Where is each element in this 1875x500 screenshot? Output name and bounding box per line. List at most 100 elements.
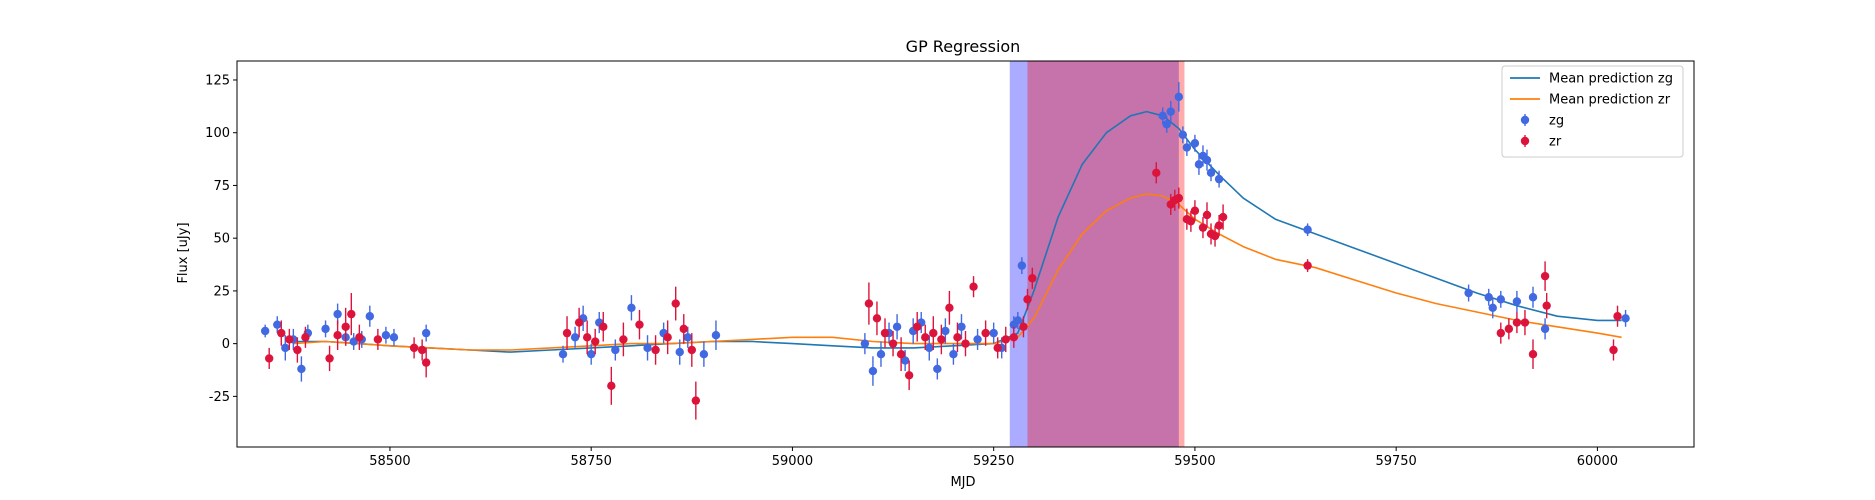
zr-data-point <box>1528 349 1538 359</box>
x-axis-ticks: 58500 58750 59000 59250 59500 59750 60000 <box>369 447 1618 469</box>
zg-data-point <box>611 345 620 355</box>
zr-data-point <box>651 345 660 355</box>
y-axis-label: Flux [uJy] <box>176 222 191 283</box>
y-tick-label: 100 <box>205 126 230 141</box>
mean-prediction-zg-line <box>293 110 1622 353</box>
zg-data-point <box>683 333 692 342</box>
series-zg <box>260 82 1630 386</box>
zg-data-point <box>900 356 910 365</box>
zg-data-point <box>957 322 966 331</box>
zg-data-point <box>643 343 652 353</box>
zr-data-point <box>301 333 310 342</box>
zr-data-point <box>1174 193 1184 203</box>
zr-data-point <box>421 358 431 367</box>
zr-data-point <box>1303 261 1312 270</box>
zr-data-point <box>285 335 294 344</box>
zr-data-point <box>663 333 672 342</box>
zg-data-point <box>1166 107 1175 116</box>
zg-data-point <box>1488 303 1497 312</box>
legend-box <box>1501 65 1684 158</box>
legend-point-swatch <box>1520 136 1530 146</box>
zg-data-point <box>711 331 721 340</box>
zg-data-point <box>1214 174 1224 184</box>
zr-data-point <box>880 328 890 338</box>
zg-data-point <box>1178 130 1188 140</box>
zg-data-point <box>1303 225 1312 234</box>
zr-data-point <box>1009 333 1018 342</box>
band-zr <box>1027 61 1185 447</box>
y-tick-label: 0 <box>222 337 230 352</box>
zg-data-point <box>558 349 568 359</box>
zr-data-point <box>961 339 970 348</box>
zr-data-point <box>333 331 342 340</box>
zg-data-point <box>281 343 290 353</box>
y-tick-label: 125 <box>205 73 230 88</box>
zg-data-point <box>1512 297 1522 306</box>
legend-label: zg <box>1549 114 1564 129</box>
band-zg <box>1009 61 1179 447</box>
zg-data-point <box>941 326 950 336</box>
zr-data-point <box>929 328 938 338</box>
y-tick-label: -25 <box>209 390 230 405</box>
zr-data-point <box>993 343 1002 353</box>
zr-data-point <box>1496 328 1506 338</box>
zr-data-point <box>355 333 364 342</box>
zg-data-point <box>586 349 596 359</box>
zr-data-point <box>937 335 946 344</box>
zr-data-point <box>945 303 954 312</box>
zr-data-point <box>1028 274 1037 283</box>
y-axis-ticks: -25 0 25 50 75 100 125 <box>205 73 237 405</box>
data-points <box>260 82 1630 420</box>
zr-data-point <box>1023 295 1032 304</box>
x-tick-label: 59250 <box>973 454 1014 469</box>
highlight-bands <box>1009 61 1185 447</box>
x-axis-label: MJD <box>950 475 975 490</box>
zg-data-point <box>989 328 998 338</box>
zg-data-point <box>925 343 934 353</box>
zr-data-point <box>969 282 978 291</box>
series-zr <box>264 162 1622 420</box>
zg-data-point <box>297 364 306 374</box>
zg-data-point <box>1484 293 1493 302</box>
zg-data-point <box>892 322 902 331</box>
zg-data-point <box>949 349 958 359</box>
zg-data-point <box>1158 111 1167 121</box>
y-tick-label: 75 <box>213 179 230 194</box>
legend-label: Mean prediction zg <box>1549 72 1673 87</box>
zr-data-point <box>1210 231 1220 241</box>
zg-data-point <box>365 312 375 321</box>
plot-frame <box>236 60 1695 448</box>
zg-data-point <box>1162 120 1171 129</box>
legend-zr: zr <box>1520 135 1562 150</box>
mean-prediction-zr-line <box>293 193 1622 351</box>
x-tick-label: 59000 <box>772 454 813 469</box>
mean-prediction-lines <box>293 110 1622 353</box>
zg-data-point <box>933 364 942 374</box>
x-tick-label: 59500 <box>1174 454 1215 469</box>
zg-data-point <box>1206 168 1216 177</box>
zr-data-point <box>921 333 930 342</box>
zg-data-point <box>1013 316 1023 325</box>
legend-mean-prediction-zg: Mean prediction zg <box>1510 72 1673 87</box>
legend-mean-prediction-zr: Mean prediction zr <box>1510 93 1671 108</box>
zg-data-point <box>570 333 580 342</box>
zr-data-point <box>1613 312 1622 321</box>
zr-data-point <box>1152 168 1161 177</box>
zg-data-point <box>260 326 270 336</box>
legend-label: Mean prediction zr <box>1549 93 1671 108</box>
chart-title: GP Regression <box>906 37 1021 56</box>
zg-data-point <box>675 347 684 357</box>
legend-items: Mean prediction zg Mean prediction zr zg zr <box>1510 72 1673 150</box>
zr-data-point <box>1019 322 1028 331</box>
zr-data-point <box>687 345 697 355</box>
zg-data-point <box>1174 92 1184 102</box>
zg-data-point <box>876 349 886 359</box>
zg-data-point <box>1464 288 1473 298</box>
zg-data-point <box>389 333 399 342</box>
zr-data-point <box>582 333 592 342</box>
zr-data-point <box>671 299 680 308</box>
legend: Mean prediction zg Mean prediction zr zg zr <box>1501 65 1684 158</box>
zr-data-point <box>872 314 882 323</box>
zr-data-point <box>1504 324 1514 334</box>
zr-data-point <box>1198 223 1208 232</box>
